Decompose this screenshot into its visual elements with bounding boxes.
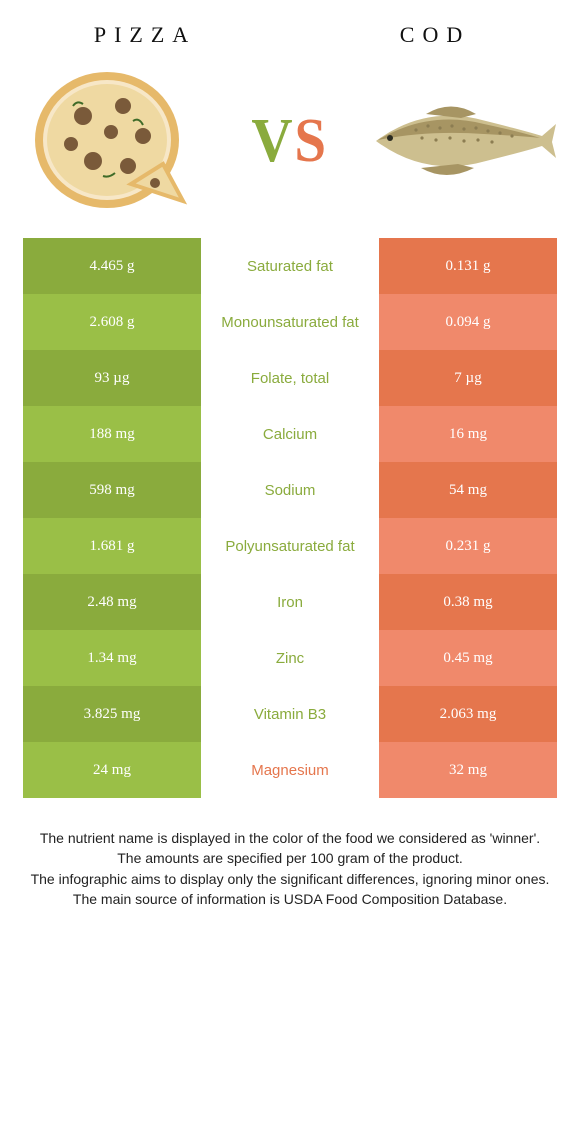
table-row: 2.608 gMonounsaturated fat0.094 g <box>23 294 557 350</box>
nutrient-name: Saturated fat <box>201 238 379 294</box>
nutrient-name: Calcium <box>201 406 379 462</box>
cod-value: 0.231 g <box>379 518 557 574</box>
pizza-value: 2.608 g <box>23 294 201 350</box>
cod-value: 2.063 mg <box>379 686 557 742</box>
table-row: 598 mgSodium54 mg <box>23 462 557 518</box>
table-row: 4.465 gSaturated fat0.131 g <box>23 238 557 294</box>
nutrient-name: Polyunsaturated fat <box>201 518 379 574</box>
cod-value: 0.38 mg <box>379 574 557 630</box>
footer-notes: The nutrient name is displayed in the co… <box>23 828 557 909</box>
footer-line: The amounts are specified per 100 gram o… <box>23 848 557 868</box>
nutrient-name: Zinc <box>201 630 379 686</box>
vs-label: VS <box>252 106 329 177</box>
cod-image <box>342 96 580 186</box>
cod-value: 54 mg <box>379 462 557 518</box>
table-row: 1.681 gPolyunsaturated fat0.231 g <box>23 518 557 574</box>
nutrient-name: Magnesium <box>201 742 379 798</box>
nutrient-name: Folate, total <box>201 350 379 406</box>
pizza-value: 1.681 g <box>23 518 201 574</box>
cod-value: 32 mg <box>379 742 557 798</box>
cod-value: 0.45 mg <box>379 630 557 686</box>
pizza-image <box>0 66 232 216</box>
pizza-value: 1.34 mg <box>23 630 201 686</box>
nutrient-table: 4.465 gSaturated fat0.131 g2.608 gMonoun… <box>23 238 557 798</box>
pizza-value: 93 µg <box>23 350 201 406</box>
cod-value: 7 µg <box>379 350 557 406</box>
pizza-value: 3.825 mg <box>23 686 201 742</box>
vs-v: V <box>252 107 295 175</box>
cod-value: 16 mg <box>379 406 557 462</box>
cod-value: 0.094 g <box>379 294 557 350</box>
table-row: 2.48 mgIron0.38 mg <box>23 574 557 630</box>
pizza-value: 2.48 mg <box>23 574 201 630</box>
table-row: 1.34 mgZinc0.45 mg <box>23 630 557 686</box>
table-row: 93 µgFolate, total7 µg <box>23 350 557 406</box>
pizza-value: 24 mg <box>23 742 201 798</box>
table-row: 3.825 mgVitamin B32.063 mg <box>23 686 557 742</box>
nutrient-name: Monounsaturated fat <box>201 294 379 350</box>
vs-s: S <box>295 107 329 175</box>
nutrient-name: Vitamin B3 <box>201 686 379 742</box>
footer-line: The main source of information is USDA F… <box>23 889 557 909</box>
hero-row: VS <box>0 56 580 238</box>
title-cod: COD <box>290 22 580 48</box>
cod-icon <box>366 96 556 186</box>
pizza-icon <box>33 66 193 216</box>
cod-value: 0.131 g <box>379 238 557 294</box>
pizza-value: 598 mg <box>23 462 201 518</box>
table-row: 188 mgCalcium16 mg <box>23 406 557 462</box>
nutrient-name: Sodium <box>201 462 379 518</box>
header: PIZZA COD <box>0 0 580 56</box>
pizza-value: 188 mg <box>23 406 201 462</box>
nutrient-name: Iron <box>201 574 379 630</box>
title-pizza: PIZZA <box>0 22 290 48</box>
pizza-value: 4.465 g <box>23 238 201 294</box>
table-row: 24 mgMagnesium32 mg <box>23 742 557 798</box>
footer-line: The infographic aims to display only the… <box>23 869 557 889</box>
footer-line: The nutrient name is displayed in the co… <box>23 828 557 848</box>
